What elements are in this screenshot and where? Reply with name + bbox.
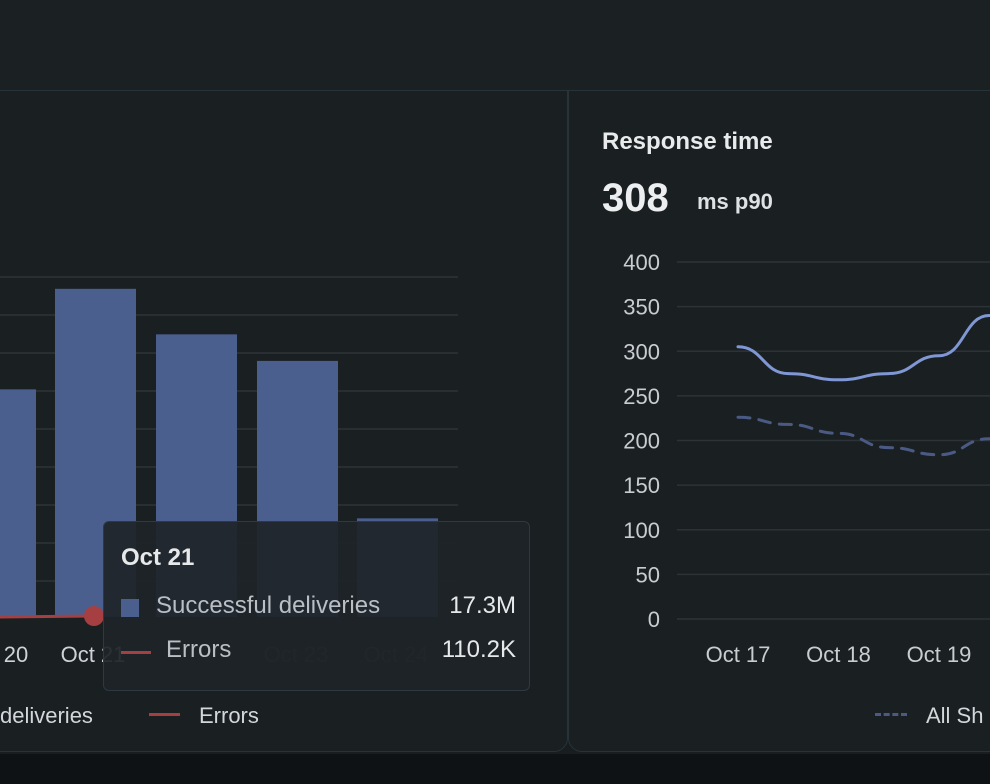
y-tick-label: 50 <box>636 562 660 587</box>
y-tick-label: 350 <box>623 295 660 320</box>
errors-point-oct-21 <box>84 606 104 626</box>
response-time-series-line <box>736 314 990 382</box>
header-area <box>0 0 990 90</box>
y-tick-label: 0 <box>648 607 660 632</box>
metric-unit: ms p90 <box>697 189 773 214</box>
chart-tooltip: Oct 21 Successful deliveries 17.3M Error… <box>103 521 530 691</box>
errors-series-line <box>0 614 95 619</box>
bar-oct-20 <box>0 389 36 617</box>
x-tick-label: Oct 17 <box>706 642 771 667</box>
response-time-line-chart[interactable]: 0 50 100 150 200 250 300 350 400 Oct 17 Oct 18 Oct… <box>570 240 990 670</box>
tooltip-row-errors: Errors 110.2K <box>121 636 516 666</box>
tooltip-value: 110.2K <box>441 636 516 663</box>
y-tick-label: 200 <box>623 429 660 454</box>
legend-dashed-line <box>875 713 907 716</box>
errors-swatch <box>121 651 151 654</box>
metric-value: 308 <box>602 176 669 220</box>
response-time-panel <box>568 90 990 752</box>
chart-title: Response time <box>602 128 773 155</box>
tooltip-label: Successful deliveries <box>156 592 381 619</box>
y-tick-label: 100 <box>623 518 660 543</box>
y-tick-label: 400 <box>623 250 660 275</box>
tooltip-label: Errors <box>166 636 232 663</box>
legend-errors-label: Errors <box>199 703 259 728</box>
tooltip-value: 17.3M <box>449 592 516 619</box>
legend-all-label: All Sh <box>926 703 984 728</box>
y-tick-label: 150 <box>623 473 660 498</box>
x-tick-label: Oct 18 <box>806 642 871 667</box>
y-tick-label: 300 <box>623 339 660 364</box>
legend-deliveries-label: deliveries <box>0 703 93 728</box>
x-tick-label: 20 <box>4 642 28 667</box>
bottom-bar <box>0 754 990 784</box>
tooltip-row-deliveries: Successful deliveries 17.3M <box>121 592 516 622</box>
legend-errors-line <box>149 713 180 716</box>
deliveries-swatch <box>121 599 139 617</box>
tooltip-date: Oct 21 <box>121 544 195 571</box>
all-shops-series-line <box>736 415 990 457</box>
x-tick-label: Oct 19 <box>907 642 972 667</box>
y-tick-label: 250 <box>623 384 660 409</box>
